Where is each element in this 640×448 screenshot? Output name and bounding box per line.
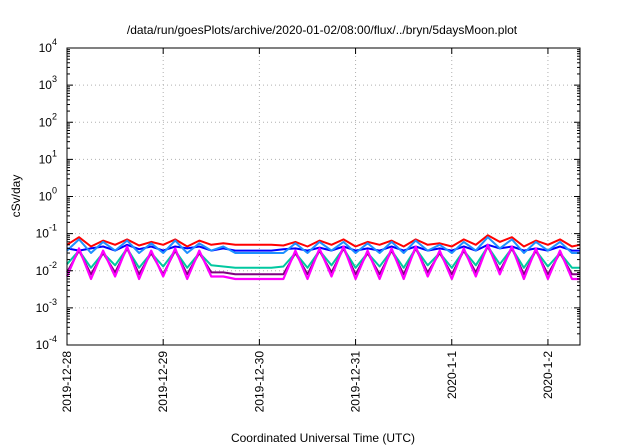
y-tick-label: 103	[39, 74, 57, 92]
x-tick-label: 2020-1-1	[445, 351, 459, 399]
x-tick-label: 2019-12-28	[60, 351, 74, 413]
y-tick-base: 10	[39, 78, 53, 92]
y-tick-base: 10	[39, 190, 53, 204]
y-tick-base: 10	[39, 152, 53, 166]
y-tick-base: 10	[36, 227, 50, 241]
y-tick-exponent: -2	[49, 260, 57, 270]
y-tick-exponent: 4	[52, 37, 57, 47]
series-line-3	[66, 236, 580, 254]
y-tick-label: 10-2	[36, 260, 57, 278]
series-line-6	[65, 243, 580, 281]
y-tick-exponent: -4	[49, 334, 57, 344]
x-tick-label: 2019-12-31	[349, 351, 363, 413]
y-tick-exponent: 2	[52, 111, 57, 121]
y-tick-exponent: 0	[52, 186, 57, 196]
y-tick-base: 10	[36, 264, 50, 278]
y-tick-label: 10-1	[36, 223, 57, 241]
y-tick-label: 102	[39, 111, 57, 129]
y-axis-label: cSv/day	[9, 175, 23, 218]
x-axis-label: Coordinated Universal Time (UTC)	[231, 431, 415, 445]
y-tick-base: 10	[36, 338, 50, 352]
y-tick-label: 10-3	[36, 297, 57, 315]
y-tick-base: 10	[36, 301, 50, 315]
series-group	[65, 234, 581, 281]
x-tick-label: 2019-12-30	[252, 351, 266, 413]
y-tick-base: 10	[39, 115, 53, 129]
y-tick-label: 104	[39, 37, 57, 55]
y-tick-exponent: -3	[49, 297, 57, 307]
y-tick-exponent: 1	[52, 148, 57, 158]
x-tick-label: 2019-12-29	[156, 351, 170, 413]
y-tick-label: 100	[39, 186, 57, 204]
y-tick-base: 10	[39, 41, 53, 55]
x-tick-label: 2020-1-2	[541, 351, 555, 399]
y-tick-exponent: -1	[49, 223, 57, 233]
y-tick-exponent: 3	[52, 74, 57, 84]
y-tick-label: 101	[39, 148, 57, 166]
chart-title: /data/run/goesPlots/archive/2020-01-02/0…	[127, 23, 518, 37]
y-tick-label: 10-4	[36, 334, 57, 352]
x-axis: 2019-12-28 2019-12-29 2019-12-30 2019-12-31…	[60, 48, 555, 412]
series-line-1	[66, 234, 581, 248]
